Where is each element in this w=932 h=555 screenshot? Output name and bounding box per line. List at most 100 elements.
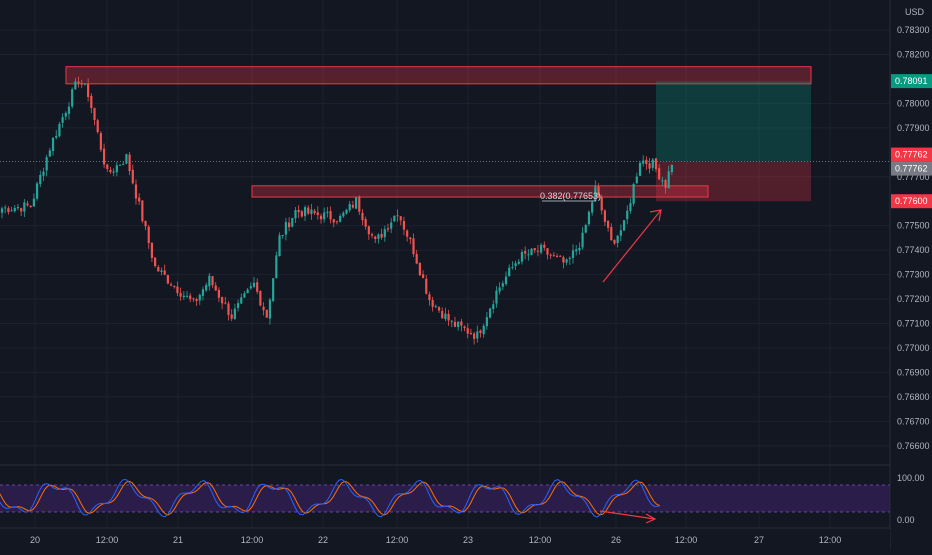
candle-body <box>176 286 179 294</box>
candle-body <box>313 210 316 214</box>
candle-body <box>619 230 622 236</box>
resistance-zone[interactable] <box>65 66 812 85</box>
candle-body <box>380 233 383 238</box>
candle-body <box>185 295 189 297</box>
divergence-arrow[interactable] <box>599 510 657 524</box>
arrow-line <box>602 209 662 283</box>
candle-body <box>540 244 543 253</box>
candle-body <box>482 325 485 335</box>
candle-body <box>214 285 217 291</box>
candle-body <box>587 211 591 225</box>
candle-body <box>58 123 61 137</box>
candle-body <box>189 295 192 300</box>
drawing-layer[interactable] <box>65 66 812 202</box>
price-label: 0.77300 <box>897 270 930 280</box>
long-position-target[interactable] <box>656 81 811 162</box>
candle-body <box>157 267 160 272</box>
candle-body <box>64 112 67 117</box>
price-label: 0.78000 <box>897 98 930 108</box>
price-axis[interactable] <box>890 0 932 550</box>
candle-body <box>578 247 581 251</box>
candle-body <box>102 148 106 165</box>
candle-body <box>351 204 354 208</box>
candle-body <box>463 326 466 329</box>
price-label: 0.77900 <box>897 123 930 133</box>
divergence-arrow-head-icon <box>645 513 657 524</box>
candle-body <box>437 307 441 311</box>
price-labels: 0.78300 0.78200 0.78000 0.77900 0.77700 0.775… <box>897 25 930 451</box>
candle-body <box>441 311 444 319</box>
candle-body <box>616 235 619 243</box>
candle-body <box>664 180 667 188</box>
trend-arrow[interactable] <box>602 209 662 283</box>
candle-body <box>575 249 578 252</box>
time-axis[interactable] <box>0 528 890 550</box>
candle-body <box>323 212 326 220</box>
candle-body <box>256 282 259 292</box>
long-position-stop[interactable] <box>656 161 811 202</box>
candle-body <box>201 289 205 296</box>
candle-body <box>386 228 390 230</box>
candle-body <box>626 210 629 220</box>
candle-body <box>61 117 64 123</box>
candle-body <box>396 215 399 217</box>
candle-body <box>597 186 600 197</box>
candle-body <box>670 165 673 173</box>
candle-body <box>29 205 32 208</box>
candle-body <box>667 171 670 189</box>
candle-body <box>658 168 661 180</box>
fib-level-label: 0.382(0.77653) <box>540 191 601 201</box>
candle-body <box>345 209 348 214</box>
candle-body <box>163 270 166 275</box>
candle-body <box>208 275 211 287</box>
price-label: 0.76600 <box>897 441 930 451</box>
time-label: 23 <box>463 535 473 545</box>
stoch-label-100: 100.00 <box>897 473 925 483</box>
candle-body <box>265 309 268 318</box>
candle-body <box>485 317 488 327</box>
candle-body <box>284 222 288 235</box>
candle-body <box>348 203 351 211</box>
candle-body <box>361 212 364 221</box>
candle-body <box>431 299 434 307</box>
candle-body <box>109 169 112 173</box>
candle-body <box>249 286 252 289</box>
candle-body <box>93 108 96 120</box>
candle-body <box>326 211 329 213</box>
candle-body <box>150 242 154 258</box>
candle-body <box>402 220 406 230</box>
candle-body <box>488 308 492 318</box>
price-label: 0.77100 <box>897 318 930 328</box>
candle-body <box>552 255 555 257</box>
candle-body <box>409 237 412 240</box>
candle-body <box>179 293 182 297</box>
candle-body <box>434 306 437 308</box>
candle-body <box>13 207 16 212</box>
time-label: 12:00 <box>819 535 842 545</box>
price-badge-text: 0.77762 <box>895 150 928 160</box>
stoch-k-line <box>0 478 661 518</box>
price-badges: 0.78091 0.77762 0.77762 0.77600 <box>891 74 932 209</box>
candle-body <box>77 81 80 84</box>
candle-body <box>421 274 425 279</box>
candle-body <box>390 222 393 229</box>
candle-body <box>55 135 58 138</box>
candle-body <box>415 254 418 264</box>
support-zone[interactable] <box>251 185 709 198</box>
candle-body <box>399 216 402 221</box>
candle-body <box>99 133 102 150</box>
candle-body <box>562 257 565 263</box>
candle-body <box>303 207 307 217</box>
stoch-d-line <box>0 480 661 516</box>
candle-body <box>288 222 291 228</box>
candle-body <box>291 217 294 227</box>
candle-body <box>555 255 559 257</box>
candle-body <box>294 210 297 219</box>
candle-body <box>629 203 632 211</box>
candle-body <box>661 180 664 182</box>
candle-body <box>319 215 323 220</box>
candle-body <box>565 259 568 263</box>
candle-body <box>4 207 7 209</box>
